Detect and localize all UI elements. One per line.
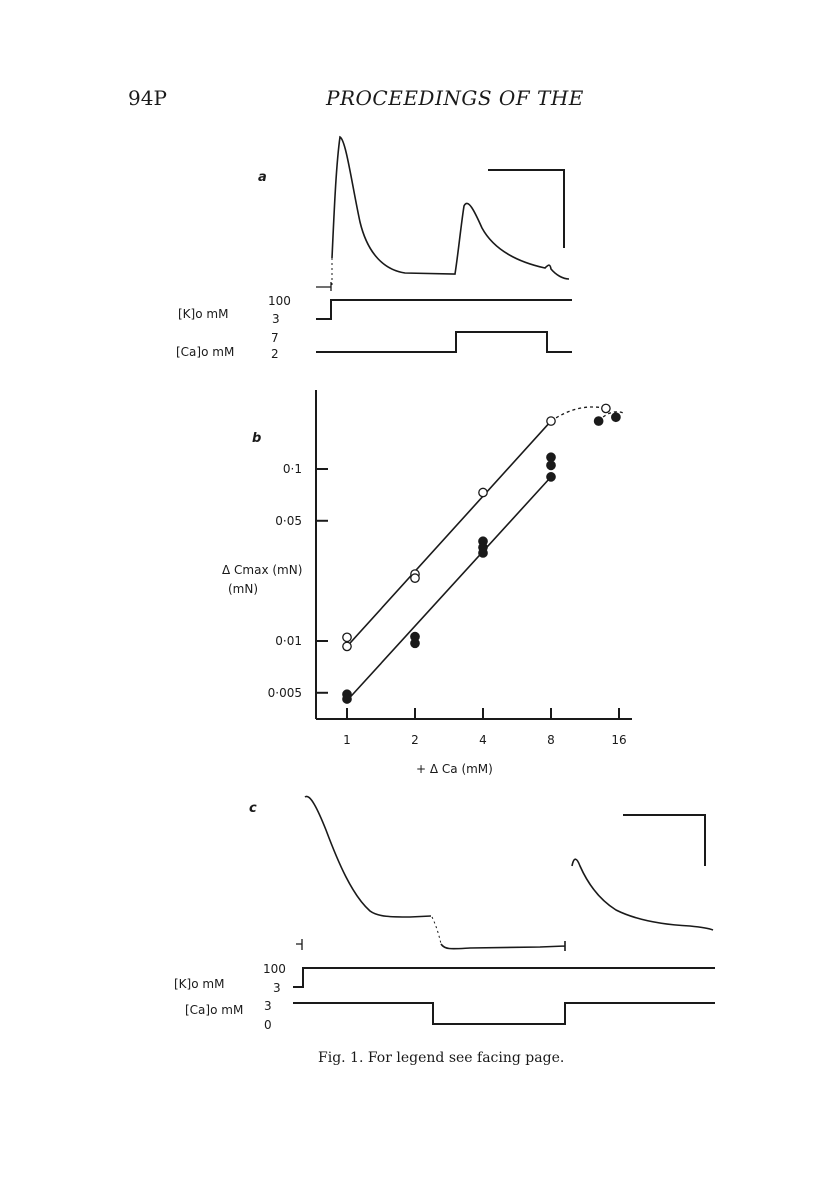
panel-a: a [K]o mM 100 3 [Ca]o mM 7 2 — [176, 135, 572, 361]
data-point-filled — [546, 452, 556, 463]
panel-c-baseline-tick — [296, 939, 303, 950]
data-point-open — [342, 632, 352, 643]
axis-ticks: 1 2 4 8 16 0·005 0·01 0·05 0·1 — [268, 462, 627, 747]
figure-caption: Fig. 1. For legend see facing page. — [318, 1050, 565, 1066]
x-tick-label: 8 — [547, 733, 555, 747]
data-point-filled — [593, 416, 604, 426]
panel-c-force-trace-2 — [440, 941, 566, 951]
panel-a-scale-bar — [488, 169, 565, 248]
panel-c: c [K]o mM 100 3 [Ca]o mM 3 0 — [174, 795, 715, 1032]
panel-c-ca-step — [293, 1002, 715, 1025]
panel-c-k-label: [K]o mM — [174, 977, 224, 991]
panel-c-trace-gap — [431, 916, 442, 945]
data-point-open — [478, 487, 488, 498]
panel-c-scale-bar — [623, 814, 706, 866]
panel-a-force-trace — [331, 135, 570, 280]
data-point-filled — [410, 638, 420, 649]
panel-c-force-trace-3 — [571, 858, 714, 931]
panel-c-ca-high: 3 — [264, 999, 272, 1013]
data-points — [342, 403, 621, 704]
panel-a-letter: a — [258, 170, 267, 185]
panel-a-k-low: 3 — [272, 312, 280, 326]
panel-a-k-high: 100 — [268, 294, 291, 308]
fit-line — [346, 420, 552, 647]
panel-a-ca-high: 7 — [271, 331, 279, 345]
panel-a-ca-label: [Ca]o mM — [176, 345, 234, 359]
dashed-extension — [550, 406, 607, 422]
y-axis-unit: (mN) — [228, 582, 258, 596]
data-point-filled — [546, 460, 556, 471]
data-point-filled — [546, 472, 556, 482]
x-tick-label: 1 — [343, 733, 351, 747]
data-point-filled — [478, 548, 488, 558]
y-tick-label: 0·1 — [283, 462, 302, 476]
panel-c-force-trace-1 — [304, 795, 432, 918]
x-tick-label: 4 — [479, 733, 487, 747]
fit-line — [346, 476, 552, 702]
data-point-open — [546, 416, 556, 426]
x-tick-label: 2 — [411, 733, 419, 747]
data-point-filled — [342, 694, 352, 704]
panel-a-k-label: [K]o mM — [178, 307, 228, 321]
data-point-filled — [611, 412, 621, 423]
panel-a-ca-step — [316, 331, 572, 353]
data-point-open — [410, 573, 420, 583]
panel-c-ca-label: [Ca]o mM — [185, 1003, 243, 1017]
y-tick-label: 0·005 — [268, 686, 302, 700]
y-tick-label: 0·01 — [275, 634, 302, 648]
panel-a-ca-low: 2 — [271, 347, 279, 361]
running-title: PROCEEDINGS OF THE — [326, 86, 584, 110]
panel-c-k-low: 3 — [273, 981, 281, 995]
x-tick-label: 16 — [611, 733, 626, 747]
panel-c-ca-low: 0 — [264, 1018, 272, 1032]
panel-b-chart: b 1 2 4 8 16 0·005 0·01 0·05 0·1 Δ Cmax (mN) (mN… — [222, 390, 632, 776]
panel-b-letter: b — [252, 431, 261, 446]
data-point-open — [342, 641, 352, 652]
panel-c-k-high: 100 — [263, 962, 286, 976]
y-axis-label: Δ Cmax (mN) — [222, 563, 302, 577]
panel-c-k-step — [293, 967, 715, 988]
panel-a-k-step — [316, 299, 572, 320]
page-number: 94P — [128, 86, 167, 110]
panel-a-trace-baseline-tick — [316, 282, 332, 291]
x-axis-label: + Δ Ca (mM) — [416, 762, 493, 776]
y-tick-label: 0·05 — [275, 514, 302, 528]
data-point-open — [601, 403, 611, 414]
panel-c-letter: c — [249, 801, 257, 816]
